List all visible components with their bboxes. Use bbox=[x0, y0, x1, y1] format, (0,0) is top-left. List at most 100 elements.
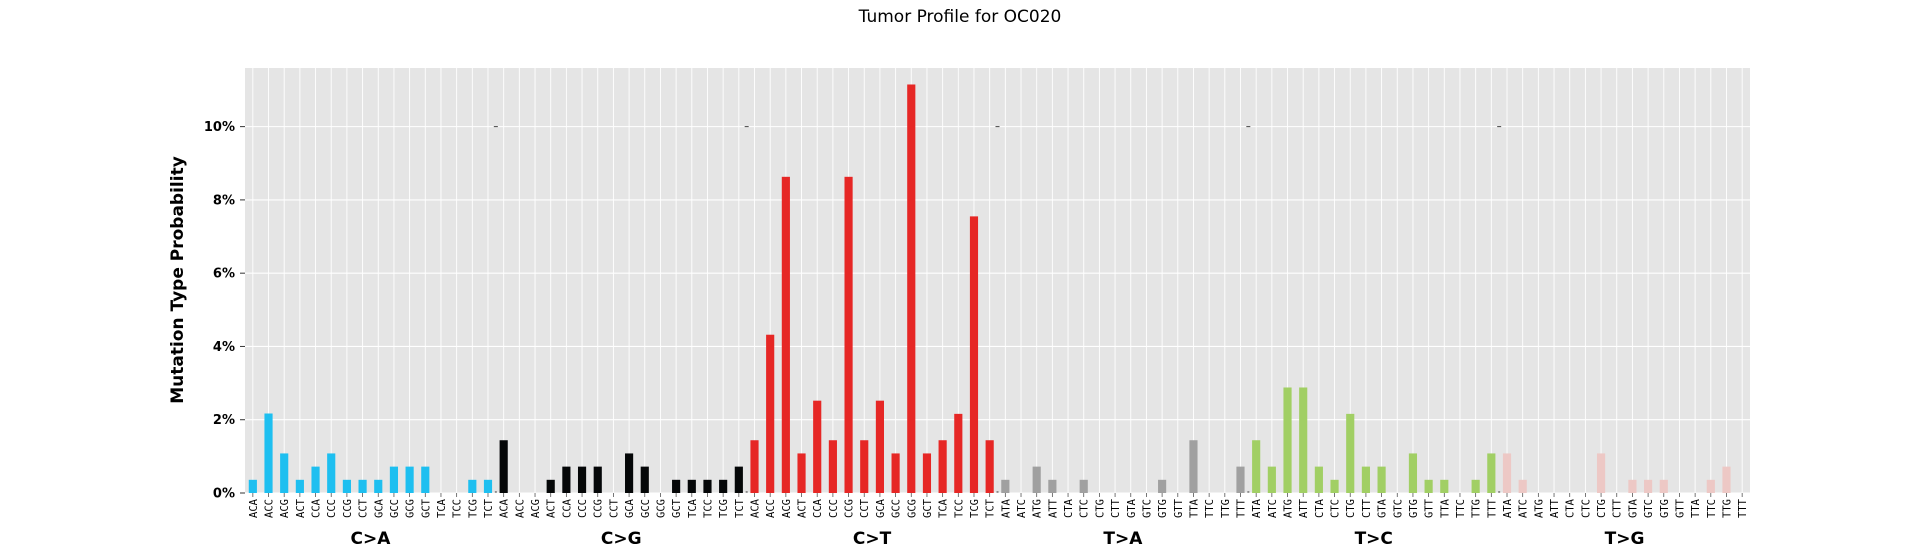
x-tick-label: ACC bbox=[514, 499, 526, 518]
x-tick-label: TTA bbox=[1690, 498, 1702, 518]
bar bbox=[922, 453, 932, 493]
group-label: C>T bbox=[853, 529, 892, 549]
bar bbox=[483, 479, 493, 493]
x-tick-label: CCA bbox=[311, 498, 323, 518]
x-tick-label: CTA bbox=[1565, 498, 1577, 518]
y-tick-label: 10% bbox=[204, 120, 235, 135]
x-tick-label: ACA bbox=[750, 498, 762, 518]
bar bbox=[1158, 479, 1167, 493]
x-tick-label: TCA bbox=[687, 498, 699, 518]
x-tick-label: GCC bbox=[640, 499, 652, 518]
x-tick-label: CTA bbox=[1063, 498, 1075, 518]
x-tick-label: CCT bbox=[608, 498, 620, 518]
x-tick-label: TCG bbox=[969, 499, 981, 518]
bar bbox=[1644, 479, 1653, 493]
bar bbox=[405, 466, 414, 493]
x-tick-label: TCA bbox=[938, 498, 950, 518]
x-tick-label: GTG bbox=[1659, 499, 1671, 518]
x-tick-label: TTA bbox=[1188, 498, 1200, 518]
x-tick-label: GCC bbox=[389, 499, 401, 518]
bar bbox=[1440, 479, 1449, 493]
bar bbox=[719, 479, 728, 493]
bar bbox=[327, 453, 336, 493]
x-tick-label: TCC bbox=[953, 499, 965, 518]
x-tick-label: GTC bbox=[1643, 499, 1655, 518]
bar bbox=[468, 479, 477, 493]
bar bbox=[1346, 413, 1355, 493]
x-tick-label: CTT bbox=[1361, 498, 1373, 518]
x-tick-label: GCC bbox=[891, 499, 903, 518]
bar bbox=[1377, 466, 1386, 493]
bar bbox=[766, 334, 775, 493]
x-tick-label: ATA bbox=[1502, 498, 1514, 518]
x-tick-label: ACT bbox=[295, 498, 307, 518]
bar bbox=[797, 453, 806, 493]
bar bbox=[734, 466, 743, 493]
labels-layer: 0%2%4%6%8%10%ACA ACC ACG ACT CCA CCC CCG CCT GCA… bbox=[204, 120, 1749, 549]
x-tick-label: ACG bbox=[279, 499, 291, 518]
y-tick-label: 4% bbox=[213, 340, 235, 355]
x-tick-label: ATA bbox=[1000, 498, 1012, 518]
bar bbox=[1361, 466, 1370, 493]
x-tick-label: TCT bbox=[483, 498, 495, 518]
x-tick-label: ACC bbox=[264, 499, 276, 518]
bar bbox=[342, 479, 351, 493]
bar bbox=[421, 466, 430, 493]
x-tick-label: ATT bbox=[1549, 498, 1561, 518]
bar bbox=[295, 479, 304, 493]
x-tick-label: TTT bbox=[1235, 498, 1247, 518]
x-tick-label: GTT bbox=[1424, 498, 1436, 518]
bar bbox=[1314, 466, 1323, 493]
bar bbox=[1502, 453, 1512, 493]
bar bbox=[1001, 479, 1010, 493]
bar bbox=[1236, 466, 1245, 493]
bar bbox=[640, 466, 649, 493]
x-tick-label: ACG bbox=[530, 499, 542, 518]
group-label: T>G bbox=[1605, 529, 1645, 549]
x-tick-label: GCA bbox=[875, 498, 887, 518]
bar bbox=[750, 440, 759, 493]
x-tick-label: ATG bbox=[1533, 499, 1545, 518]
y-tick-label: 6% bbox=[213, 267, 235, 282]
bar bbox=[1596, 453, 1606, 493]
bar bbox=[813, 400, 822, 493]
bar bbox=[280, 453, 289, 493]
x-tick-label: CCT bbox=[859, 498, 871, 518]
bar bbox=[1189, 440, 1198, 493]
bar bbox=[1706, 479, 1715, 493]
bar bbox=[969, 216, 979, 494]
x-tick-label: TTC bbox=[1706, 499, 1718, 518]
bar bbox=[1079, 479, 1088, 493]
bars-layer bbox=[248, 84, 1731, 494]
bar bbox=[1408, 453, 1418, 493]
x-tick-label: GCG bbox=[906, 499, 918, 518]
x-tick-label: ATC bbox=[1518, 499, 1530, 518]
plot-area bbox=[245, 68, 1750, 493]
bar bbox=[844, 176, 853, 494]
y-tick-label: 0% bbox=[213, 487, 235, 502]
bar bbox=[499, 440, 508, 493]
bar bbox=[374, 479, 383, 493]
bar bbox=[1518, 479, 1527, 493]
x-tick-label: TTC bbox=[1455, 499, 1467, 518]
x-tick-label: ACA bbox=[499, 498, 511, 518]
x-tick-label: TTC bbox=[1204, 499, 1216, 518]
bar bbox=[1471, 479, 1480, 493]
x-tick-label: CTC bbox=[1330, 499, 1342, 518]
x-tick-label: CTA bbox=[1314, 498, 1326, 518]
group-label: T>C bbox=[1355, 529, 1393, 549]
x-tick-label: TCT bbox=[734, 498, 746, 518]
x-tick-label: TTT bbox=[1486, 498, 1498, 518]
x-tick-label: CCC bbox=[828, 499, 840, 518]
x-tick-label: GTT bbox=[1674, 498, 1686, 518]
bar bbox=[1283, 387, 1292, 493]
bar bbox=[1659, 479, 1668, 493]
x-tick-label: TTG bbox=[1220, 499, 1232, 518]
x-tick-label: CCC bbox=[326, 499, 338, 518]
bar bbox=[1267, 466, 1276, 493]
bar bbox=[1299, 387, 1308, 493]
x-tick-label: TTG bbox=[1471, 499, 1483, 518]
bar bbox=[625, 453, 634, 493]
bar bbox=[891, 453, 900, 493]
